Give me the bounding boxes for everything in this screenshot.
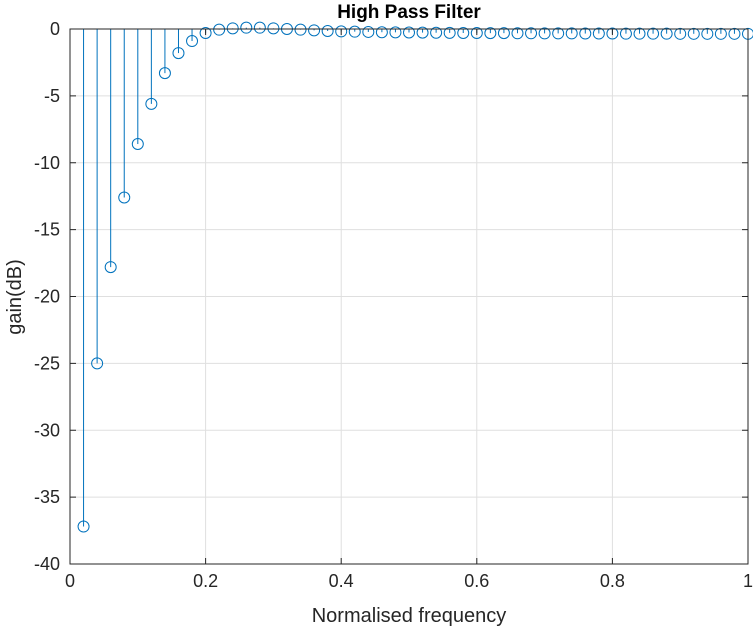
y-tick-label: -15 — [34, 220, 60, 240]
x-tick-label: 0.4 — [329, 571, 354, 591]
stem-marker — [416, 26, 429, 39]
stem-marker — [674, 27, 687, 40]
stem-marker — [403, 26, 415, 39]
stem-marker — [511, 27, 524, 40]
y-tick-label: -20 — [34, 287, 60, 307]
stem-marker — [457, 27, 470, 40]
y-tick-label: -30 — [34, 420, 60, 440]
stem-marker — [538, 27, 551, 40]
stem-marker — [497, 27, 510, 40]
stem-marker — [294, 23, 307, 36]
stem-marker — [633, 27, 646, 40]
stem-marker — [213, 23, 226, 36]
stem-marker — [145, 97, 158, 110]
stem-marker — [484, 27, 497, 40]
x-axis-label: Normalised frequency — [312, 605, 507, 627]
stem-marker — [687, 27, 700, 40]
x-tick-label: 1 — [743, 571, 753, 591]
stem-marker — [389, 26, 402, 39]
axis-ticks: 0 0.2 0.4 0.6 0.8 1 -40 -35 -30 -25 -20 -15 -10 -5 0 — [34, 19, 753, 591]
y-tick-label: 0 — [50, 19, 60, 39]
y-tick-label: -10 — [34, 153, 60, 173]
stem-marker — [199, 27, 212, 40]
stem-marker — [375, 26, 388, 39]
stem-marker — [525, 27, 538, 40]
y-tick-label: -25 — [34, 353, 60, 373]
x-tick-label: 0.8 — [600, 571, 625, 591]
stem-marker — [321, 25, 334, 38]
y-tick-label: -35 — [34, 487, 60, 507]
stem-marker — [91, 357, 104, 370]
stem-marker — [335, 25, 348, 38]
stem-marker — [660, 27, 673, 40]
stem-marker — [308, 24, 321, 37]
stem-marker — [118, 191, 131, 204]
stem-marker — [701, 27, 714, 40]
x-tick-label: 0.6 — [464, 571, 489, 591]
stem-marker — [362, 25, 375, 38]
stem-marker — [104, 261, 117, 274]
stem-marker — [158, 67, 171, 80]
stem-marker — [172, 47, 185, 60]
stem-marker — [77, 520, 90, 533]
stem-marker — [253, 21, 266, 34]
y-axis-label: gain(dB) — [4, 259, 26, 335]
chart-title: High Pass Filter — [337, 2, 481, 23]
x-tick-label: 0 — [65, 571, 75, 591]
stem-marker — [619, 27, 632, 40]
stem-marker — [579, 27, 592, 40]
stem-marker — [647, 27, 660, 40]
stem-marker — [131, 138, 144, 151]
stem-marker — [552, 27, 565, 40]
stem-marker — [728, 27, 741, 40]
stem-marker — [714, 27, 727, 40]
stem-marker — [565, 27, 578, 40]
stem-marker — [240, 21, 253, 34]
y-tick-label: -5 — [44, 86, 60, 106]
stem-marker — [348, 25, 361, 38]
stem-series — [77, 21, 753, 533]
stem-marker — [470, 27, 483, 40]
y-tick-label: -40 — [34, 554, 60, 574]
x-tick-label: 0.2 — [193, 571, 218, 591]
stem-marker — [186, 35, 199, 48]
stem-marker — [267, 22, 280, 35]
stem-marker — [430, 26, 443, 39]
stem-marker — [226, 22, 239, 35]
stem-marker — [443, 26, 456, 39]
stem-marker — [606, 27, 619, 40]
stem-marker — [592, 27, 605, 40]
